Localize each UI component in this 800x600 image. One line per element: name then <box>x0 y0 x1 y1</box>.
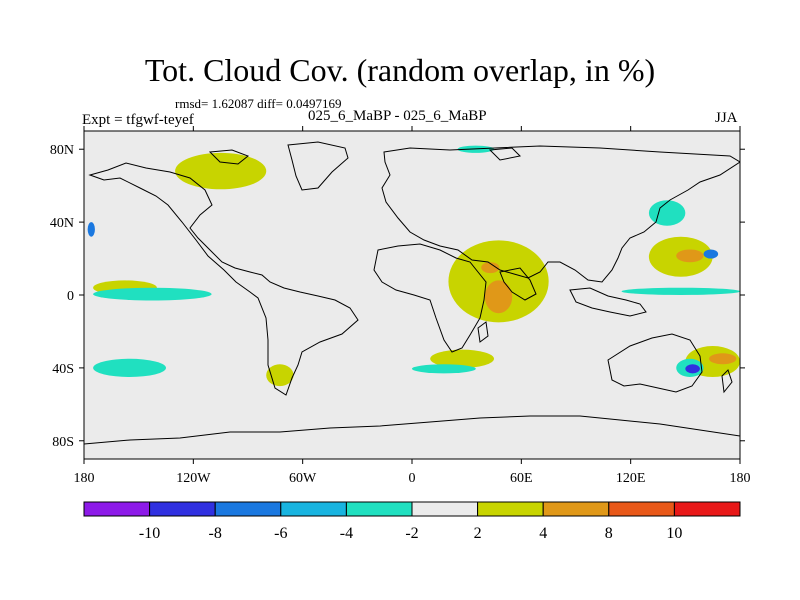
x-tick-label: 60W <box>289 471 317 486</box>
colorbar-swatch <box>608 501 675 517</box>
x-tick-label: 0 <box>409 471 416 486</box>
anomaly-region <box>87 222 95 237</box>
y-tick-label: 40N <box>50 216 74 231</box>
colorbar-swatch <box>542 501 610 517</box>
anomaly-region <box>703 249 719 259</box>
colorbar-swatch <box>345 501 413 517</box>
colorbar-label: -2 <box>405 525 418 542</box>
stats-line: rmsd= 1.62087 diff= 0.0497169 <box>175 96 342 111</box>
colorbar-swatch <box>477 501 544 517</box>
colorbar-label: 4 <box>539 525 547 542</box>
anomaly-region <box>676 249 704 263</box>
colorbar-swatch <box>149 501 216 517</box>
colorbar-label: -10 <box>139 525 160 542</box>
anomaly-regions <box>87 145 740 387</box>
colorbar-label: 2 <box>474 525 482 542</box>
y-tick-label: 40S <box>52 362 74 377</box>
anomaly-region <box>685 364 700 374</box>
chart-title: Tot. Cloud Cov. (random overlap, in %) <box>144 52 656 88</box>
anomaly-region <box>175 152 267 190</box>
colorbar: -10 -8 -6 -4 -2 2 4 8 10 <box>83 501 741 542</box>
anomaly-region <box>648 200 686 226</box>
colorbar-swatch <box>411 501 479 517</box>
anomaly-region <box>430 349 494 368</box>
anomaly-region <box>266 364 294 387</box>
coastline-outline <box>84 141 740 445</box>
anomaly-region <box>412 364 476 374</box>
colorbar-swatch <box>673 501 741 517</box>
anomaly-region <box>621 287 740 295</box>
anomaly-region <box>484 280 513 314</box>
experiment-label: Expt = tfgwf-teyef <box>82 112 194 128</box>
anomaly-region <box>481 262 500 274</box>
y-tick-label: 80S <box>52 435 74 450</box>
colorbar-swatch <box>280 501 347 517</box>
colorbar-swatch <box>214 501 282 517</box>
anomaly-region <box>709 353 737 365</box>
x-tick-label: 60E <box>510 471 533 486</box>
season-label: JJA <box>715 110 738 126</box>
axis-ticks: 180 120W 60W 0 60E 120E 180 80N 40N 0 40S 80S <box>50 126 751 486</box>
colorbar-label: -8 <box>209 525 222 542</box>
colorbar-label: -4 <box>340 525 353 542</box>
case-label: 025_6_MaBP - 025_6_MaBP <box>308 108 487 124</box>
x-tick-label: 180 <box>74 471 95 486</box>
x-tick-label: 120W <box>176 471 211 486</box>
x-tick-label: 180 <box>730 471 751 486</box>
x-tick-label: 120E <box>616 471 646 486</box>
colorbar-swatch <box>83 501 151 517</box>
colorbar-label: -6 <box>274 525 287 542</box>
y-tick-label: 80N <box>50 143 74 158</box>
anomaly-region <box>93 287 212 301</box>
colorbar-label: 8 <box>605 525 613 542</box>
anomaly-region <box>93 358 166 377</box>
colorbar-label: 10 <box>666 525 682 542</box>
y-tick-label: 0 <box>67 289 74 304</box>
